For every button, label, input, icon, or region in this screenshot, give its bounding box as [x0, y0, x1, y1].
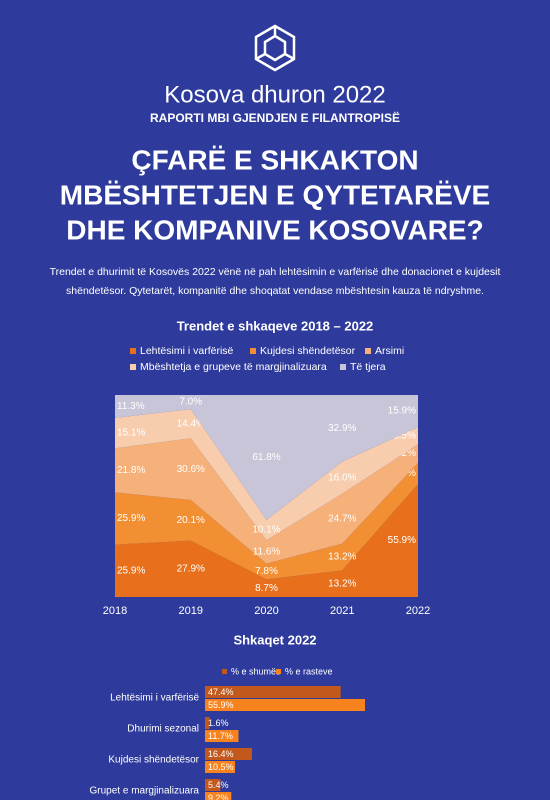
value-label: 55.9%: [388, 535, 416, 546]
value-label: 9.2%: [208, 793, 229, 800]
value-label: 16.4%: [208, 749, 234, 759]
x-tick-label: 2022: [406, 605, 430, 617]
bar: [205, 792, 232, 800]
value-label: 7.0%: [179, 397, 202, 408]
area: [115, 484, 418, 597]
x-tick-label: 2021: [330, 605, 354, 617]
value-label: 13.2%: [328, 578, 356, 589]
value-label: 47.4%: [208, 687, 234, 697]
value-label: 55.9%: [208, 700, 234, 710]
area: [115, 438, 418, 564]
value-label: 15.1%: [117, 428, 145, 439]
value-label: 16.0%: [328, 472, 356, 483]
legend-marker: [250, 348, 256, 354]
subtitle: RAPORTI MBI GJENDJEN E FILANTROPISË: [150, 110, 400, 125]
legend-label: % e rasteve: [285, 666, 333, 676]
bar: [205, 730, 239, 742]
headline: DHE KOMPANIVE KOSOVARE?: [66, 214, 483, 245]
y-tick-label: Kujdesi shëndetësor: [108, 755, 199, 766]
bar: [205, 699, 365, 711]
value-label: 25.9%: [117, 513, 145, 524]
value-label: 11.6%: [253, 547, 281, 558]
x-tick-label: 2018: [103, 605, 127, 617]
legend-marker: [130, 364, 136, 370]
value-label: 13.2%: [328, 552, 356, 563]
area: [115, 395, 418, 520]
legend-marker: [340, 364, 346, 370]
x-tick-label: 2019: [179, 605, 203, 617]
legend-label: Të tjera: [350, 361, 386, 373]
legend-label: Arsimi: [375, 345, 404, 357]
chart-title: Shkaqet 2022: [233, 632, 316, 647]
value-label: 5.4%: [208, 780, 229, 790]
value-label: 10.1%: [252, 525, 280, 536]
bar: [205, 717, 210, 729]
value-label: 25.9%: [117, 565, 145, 576]
legend-label: Lehtësimi i varfërisë: [140, 345, 234, 357]
title: Kosova dhuron 2022: [164, 81, 386, 108]
chart-title: Trendet e shkaqeve 2018 – 2022: [177, 318, 374, 333]
value-label: 30.6%: [177, 464, 205, 475]
y-tick-label: Lehtësimi i varfërisë: [110, 693, 199, 704]
value-label: 20.1%: [177, 515, 205, 526]
headline: MBËSHTETJEN E QYTETARËVE: [60, 179, 490, 210]
value-label: 10.5%: [208, 762, 234, 772]
value-label: 61.8%: [252, 452, 280, 463]
value-label: 9.2%: [393, 448, 416, 459]
bar: [205, 779, 221, 791]
value-label: 32.9%: [328, 423, 356, 434]
x-tick-label: 2020: [254, 605, 278, 617]
value-label: 24.7%: [328, 513, 356, 524]
logo: [254, 24, 296, 72]
y-tick-label: Grupet e margjinalizuara: [90, 786, 200, 797]
legend-label: % e shumës: [231, 666, 281, 676]
value-label: 11.7%: [208, 731, 233, 741]
legend-marker: [222, 669, 227, 674]
value-label: 8.5%: [393, 430, 416, 441]
bar: [205, 761, 236, 773]
legend-marker: [130, 348, 136, 354]
headline: ÇFARË E SHKAKTON: [131, 144, 418, 175]
legend-marker: [276, 669, 281, 674]
value-label: 8.7%: [255, 583, 278, 594]
area: [115, 409, 418, 541]
value-label: 21.8%: [117, 465, 145, 476]
value-label: 7.8%: [255, 566, 278, 577]
value-label: 14.4%: [177, 418, 205, 429]
value-label: 27.9%: [177, 563, 205, 574]
value-label: 15.9%: [388, 406, 416, 417]
value-label: 1.6%: [208, 718, 229, 728]
legend-label: Mbështetja e grupeve të margjinalizuara: [140, 361, 327, 373]
value-label: 11.3%: [117, 401, 145, 412]
bar: [205, 748, 252, 760]
y-tick-label: Dhurimi sezonal: [127, 724, 199, 735]
legend-marker: [365, 348, 371, 354]
bar: [205, 686, 341, 698]
legend-label: Kujdesi shëndetësor: [260, 345, 356, 357]
intro: shëndetësor. Qytetarët, kompanitë dhe sh…: [66, 285, 484, 297]
intro: Trendet e dhurimit të Kosovës 2022 vënë …: [50, 266, 501, 278]
area: [115, 462, 418, 580]
